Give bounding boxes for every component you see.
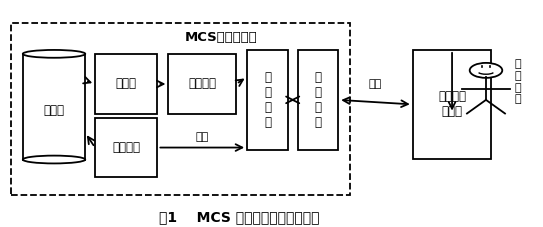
FancyBboxPatch shape: [298, 50, 338, 150]
FancyBboxPatch shape: [95, 118, 157, 177]
FancyBboxPatch shape: [11, 23, 350, 195]
Text: 图1    MCS 一体化遥测系统示意图: 图1 MCS 一体化遥测系统示意图: [159, 210, 319, 224]
Text: 通信: 通信: [369, 79, 382, 89]
Ellipse shape: [470, 63, 502, 78]
Text: 远端处理
控制端: 远端处理 控制端: [438, 90, 466, 118]
Text: 人
机
界
面: 人 机 界 面: [514, 59, 521, 104]
FancyBboxPatch shape: [413, 50, 491, 159]
FancyBboxPatch shape: [247, 50, 288, 150]
Text: 微
控
制
器: 微 控 制 器: [264, 71, 271, 129]
Ellipse shape: [23, 156, 85, 163]
Text: MCS一体化仪器: MCS一体化仪器: [185, 31, 257, 44]
Ellipse shape: [23, 50, 85, 58]
Text: 控制: 控制: [195, 132, 209, 142]
Text: 通
信
接
口: 通 信 接 口: [314, 71, 321, 129]
Bar: [22, 49, 86, 54]
Text: 被测量: 被测量: [43, 104, 65, 117]
Bar: [23, 54, 85, 160]
FancyBboxPatch shape: [168, 54, 236, 114]
FancyBboxPatch shape: [95, 54, 157, 114]
Text: 数据采集: 数据采集: [188, 77, 216, 91]
Text: 传感器: 传感器: [116, 77, 137, 91]
Text: 执行机构: 执行机构: [112, 141, 140, 154]
